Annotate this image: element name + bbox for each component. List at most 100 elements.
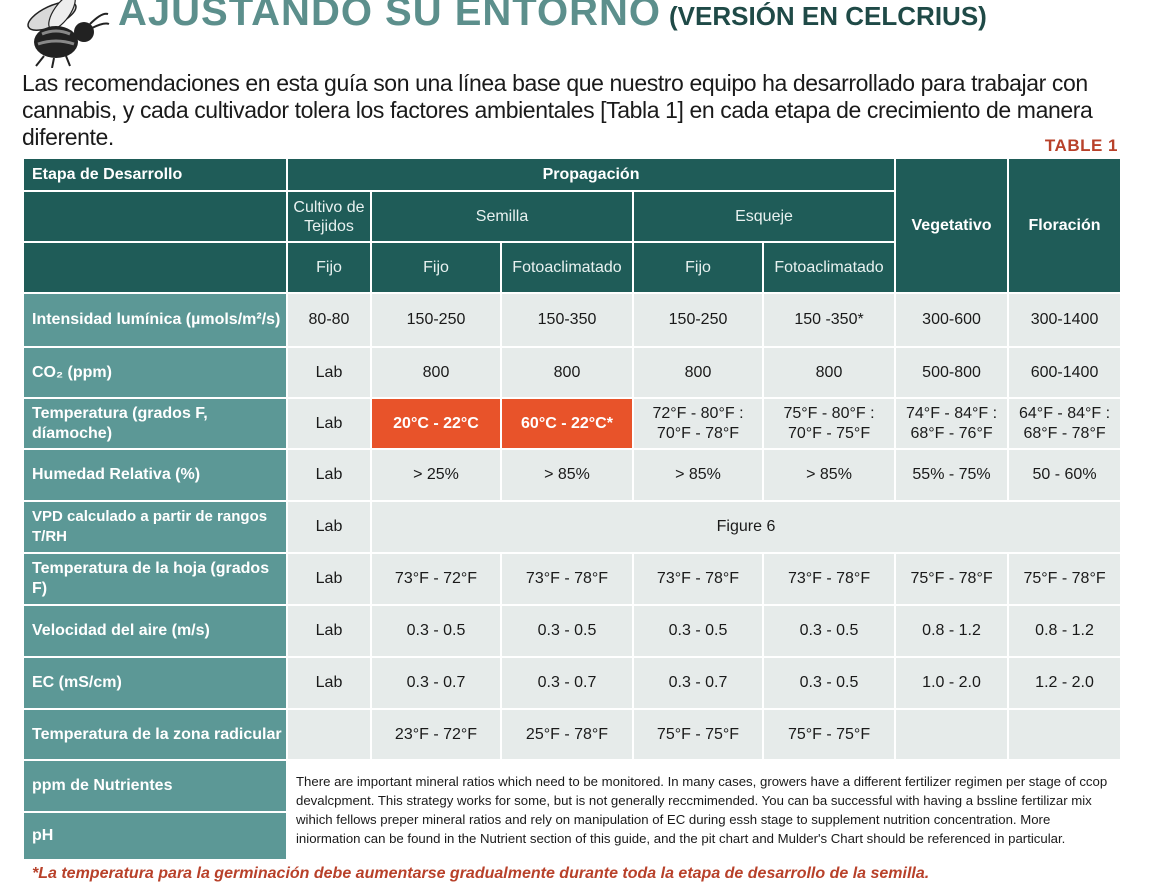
table-cell: Lab — [286, 552, 372, 606]
table-cell: 73°F - 72°F — [370, 552, 502, 606]
table-cell: 600-1400 — [1007, 346, 1123, 399]
table-cell: 73°F - 78°F — [500, 552, 634, 606]
row-label: Temperatura (grados F, díamoche) — [22, 397, 288, 450]
table-row: Temperatura de la hoja (grados F) Lab 73… — [22, 552, 1123, 606]
table-cell: > 85% — [761, 448, 897, 502]
table-row: Temperatura de la zona radicular 23°F - … — [22, 708, 1123, 761]
table-cell: 0.3 - 0.5 — [500, 604, 634, 658]
table-cell: 300-1400 — [1007, 292, 1123, 348]
table-cell: 150-250 — [370, 292, 502, 348]
tissue-culture-header: Cultivo de Tejidos — [286, 190, 372, 243]
table-cell: 800 — [500, 346, 634, 399]
table-cell: 800 — [632, 346, 764, 399]
table-cell: Lab — [286, 346, 372, 399]
page-title: AJUSTANDO SU ENTORNO (VERSIÓN EN CELCRIUS… — [118, 0, 987, 35]
title-main: AJUSTANDO SU ENTORNO — [118, 0, 662, 34]
stage-header: Etapa de Desarrollo — [22, 157, 288, 192]
table-cell: 0.3 - 0.7 — [500, 656, 634, 710]
table-row: VPD calculado a partir de rangos T/RH La… — [22, 500, 1123, 554]
table-cell: 300-600 — [894, 292, 1010, 348]
table-row: pH — [22, 811, 1121, 861]
table-row: Humedad Relativa (%) Lab > 25% > 85% > 8… — [22, 448, 1123, 502]
table-cell: 75°F - 80°F : 70°F - 75°F — [761, 397, 897, 450]
table-cell: 75°F - 75°F — [632, 708, 764, 761]
table-row: Intensidad lumínica (µmols/m²/s) 80-80 1… — [22, 292, 1123, 348]
table-cell: > 85% — [500, 448, 634, 502]
row-label: EC (mS/cm) — [22, 656, 288, 710]
flowering-header: Floración — [1007, 157, 1123, 294]
table-cell — [1007, 708, 1123, 761]
table-cell: 1.2 - 2.0 — [1007, 656, 1123, 710]
table-row: ppm de Nutrientes There are important mi… — [22, 759, 1123, 861]
table-cell: 0.8 - 1.2 — [1007, 604, 1123, 658]
table-cell: 25°F - 78°F — [500, 708, 634, 761]
highlighted-cell: 60°C - 22°C* — [500, 397, 634, 450]
row-label: Temperatura de la zona radicular — [22, 708, 288, 761]
table-cell: 23°F - 72°F — [370, 708, 502, 761]
table-cell: 500-800 — [894, 346, 1010, 399]
table-cell: 1.0 - 2.0 — [894, 656, 1010, 710]
table-cell: 0.8 - 1.2 — [894, 604, 1010, 658]
table-cell: 0.3 - 0.7 — [370, 656, 502, 710]
table-cell: Lab — [286, 604, 372, 658]
header-spacer — [22, 241, 288, 294]
row-label: CO₂ (ppm) — [22, 346, 288, 399]
propagation-header: Propagación — [285, 157, 897, 192]
cutting-header: Esqueje — [631, 190, 897, 243]
table-cell: Lab — [286, 397, 372, 450]
row-label: VPD calculado a partir de rangos T/RH — [22, 500, 288, 554]
table-cell: Lab — [286, 500, 372, 554]
table-row: CO₂ (ppm) Lab 800 800 800 800 500-800 60… — [22, 346, 1123, 399]
subheader-cell: Fijo — [370, 241, 502, 294]
footnote: *La temperatura para la germinación debe… — [32, 865, 930, 882]
vpd-figure-reference: Figure 6 — [369, 500, 1123, 554]
table-cell: 50 - 60% — [1007, 448, 1123, 502]
table-cell: 64°F - 84°F : 68°F - 78°F — [1007, 397, 1123, 450]
table-cell: 0.3 - 0.5 — [761, 604, 897, 658]
table-cell: 0.3 - 0.7 — [632, 656, 764, 710]
table-cell: Lab — [286, 448, 372, 502]
table-cell — [894, 708, 1010, 761]
subheader-cell: Fotoaclimatado — [761, 241, 897, 294]
intro-paragraph: Las recomendaciones en esta guía son una… — [22, 70, 1093, 150]
table-cell — [286, 708, 372, 761]
table-row: Temperatura (grados F, díamoche) Lab 20°… — [22, 397, 1123, 450]
table-cell: 0.3 - 0.5 — [761, 656, 897, 710]
table-cell: 800 — [370, 346, 502, 399]
vegetative-header: Vegetativo — [894, 157, 1010, 294]
table-cell: 75°F - 78°F — [1007, 552, 1123, 606]
table-label: TABLE 1 — [1044, 136, 1118, 155]
table-cell: 75°F - 75°F — [761, 708, 897, 761]
table-cell: 55% - 75% — [894, 448, 1010, 502]
table-cell: 0.3 - 0.5 — [632, 604, 764, 658]
table-cell: 0.3 - 0.5 — [370, 604, 502, 658]
seed-header: Semilla — [370, 190, 634, 243]
table-cell: 150 -350* — [761, 292, 897, 348]
subheader-cell: Fotoaclimatado — [500, 241, 634, 294]
subheader-cell: Fijo — [632, 241, 764, 294]
table-cell: 73°F - 78°F — [761, 552, 897, 606]
row-label: Humedad Relativa (%) — [22, 448, 288, 502]
table-cell: 73°F - 78°F — [632, 552, 764, 606]
table-cell: 150-250 — [632, 292, 764, 348]
row-label: Intensidad lumínica (µmols/m²/s) — [22, 292, 288, 348]
subheader-cell: Fijo — [286, 241, 372, 294]
row-label: Temperatura de la hoja (grados F) — [22, 552, 288, 606]
table-cell: 75°F - 78°F — [894, 552, 1010, 606]
table-row: Velocidad del aire (m/s) Lab 0.3 - 0.5 0… — [22, 604, 1123, 658]
row-label: ppm de Nutrientes — [22, 759, 288, 813]
table-cell: 72°F - 80°F : 70°F - 78°F — [632, 397, 764, 450]
table-cell: 74°F - 84°F : 68°F - 76°F — [894, 397, 1010, 450]
bee-logo-icon — [27, 0, 110, 68]
row-label: Velocidad del aire (m/s) — [22, 604, 288, 658]
row-label: pH — [22, 811, 288, 861]
table-cell: > 85% — [632, 448, 764, 502]
environment-table: Etapa de Desarrollo Propagación Vegetati… — [22, 157, 1123, 861]
highlighted-cell: 20°C - 22°C — [370, 397, 502, 450]
nutrient-note: There are important mineral ratios which… — [285, 759, 1123, 861]
title-sub: (VERSIÓN EN CELCRIUS) — [669, 1, 987, 31]
header-spacer — [22, 190, 288, 243]
table-row: EC (mS/cm) Lab 0.3 - 0.7 0.3 - 0.7 0.3 -… — [22, 656, 1123, 710]
table-cell: Lab — [286, 656, 372, 710]
table-cell: > 25% — [370, 448, 502, 502]
